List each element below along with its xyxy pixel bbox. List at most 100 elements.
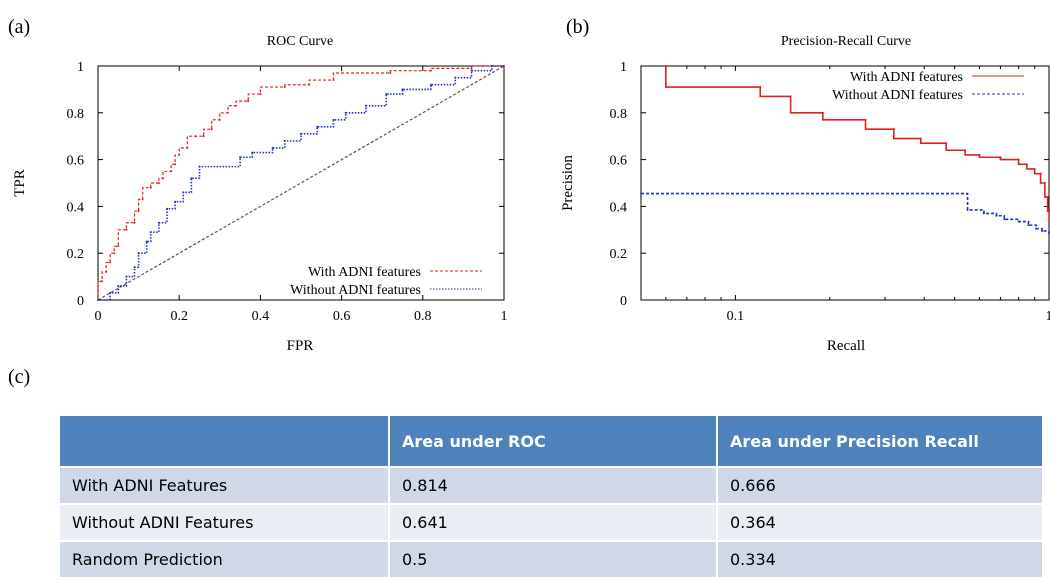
roc-series-point-1	[133, 266, 136, 269]
pr-series-point-0	[964, 149, 967, 152]
roc-series-point-1	[109, 291, 112, 294]
roc-series-point-0	[429, 69, 432, 72]
roc-series-point-1	[283, 139, 286, 142]
roc-series-point-1	[190, 177, 193, 180]
roc-series-point-0	[186, 146, 189, 149]
roc-x-tick-label: 0.6	[333, 309, 351, 324]
pr-series-point-1	[982, 212, 985, 215]
table-header-cell: Area under Precision Recall	[718, 416, 1042, 468]
roc-series-point-1	[364, 104, 367, 107]
roc-series-point-0	[101, 280, 104, 283]
roc-y-tick-label: 0.4	[67, 200, 85, 215]
roc-series-point-0	[283, 86, 286, 89]
pr-series-point-0	[789, 95, 792, 98]
pr-y-tick-label: 0.8	[610, 107, 628, 122]
pr-series-point-0	[1033, 167, 1036, 170]
pr-series-point-1	[1035, 227, 1038, 230]
pr-series-line-1	[641, 192, 1050, 234]
pr-y-tick-label: 0.2	[610, 247, 628, 262]
pr-series-point-1	[1003, 218, 1006, 221]
roc-series-point-1	[385, 93, 388, 96]
table-header-cell: Area under ROC	[390, 416, 718, 468]
roc-series-point-0	[149, 186, 152, 189]
pr-legend-label-with: With ADNI features	[850, 70, 963, 85]
roc-chart-title: ROC Curve	[267, 34, 334, 49]
table-cell: Without ADNI Features	[60, 505, 390, 542]
roc-series-point-0	[210, 128, 213, 131]
roc-legend: With ADNI features Without ADNI features	[290, 265, 482, 298]
roc-series-point-0	[218, 118, 221, 121]
roc-series-line-2	[97, 65, 505, 301]
roc-series-point-0	[259, 93, 262, 96]
table-cell: With ADNI Features	[60, 468, 390, 505]
roc-series-point-1	[166, 207, 169, 210]
precision-recall-chart: Precision-Recall Curve 0.1 1 0 0.2 0.4 0.6 0.8…	[560, 34, 1050, 354]
panel-a-label: (a)	[8, 16, 30, 38]
pr-x-axis-label: Recall	[827, 338, 865, 354]
roc-series-point-0	[332, 79, 335, 82]
roc-x-tick-label: 1	[501, 309, 508, 324]
roc-series-point-0	[105, 270, 108, 273]
roc-series-point-0	[117, 245, 120, 248]
table-header-row: Area under ROC Area under Precision Reca…	[60, 416, 1042, 468]
pr-y-axis-label: Precision	[560, 155, 576, 211]
pr-series-point-1	[640, 192, 642, 195]
roc-series-point-1	[117, 284, 120, 287]
roc-series-point-0	[125, 228, 128, 231]
roc-y-tick-label: 0.8	[67, 107, 85, 122]
pr-series-point-0	[945, 142, 948, 145]
roc-series-point-0	[133, 221, 136, 224]
roc-series-point-1	[454, 76, 457, 79]
pr-series-point-0	[1025, 163, 1028, 166]
pr-series-point-1	[995, 214, 998, 217]
pr-series-point-0	[978, 153, 981, 156]
roc-legend-label-without: Without ADNI features	[290, 283, 421, 298]
roc-series-point-1	[198, 165, 201, 168]
roc-ticks: 0 0.2 0.4 0.6 0.8 1 0 0.2 0.4 0.6 0.8 1	[67, 60, 508, 324]
roc-series-point-0	[141, 198, 144, 201]
roc-x-tick-label: 0.8	[414, 309, 432, 324]
panel-c-label: (c)	[8, 366, 31, 388]
pr-chart-title: Precision-Recall Curve	[781, 34, 911, 49]
roc-series-point-1	[239, 156, 242, 159]
roc-y-tick-label: 0.2	[67, 247, 85, 262]
roc-series-point-0	[194, 135, 197, 138]
table-cell: 0.814	[390, 468, 718, 505]
pr-series-line-0	[665, 66, 1050, 223]
pr-series-point-0	[999, 156, 1002, 159]
pr-series-point-0	[1039, 172, 1042, 175]
pr-ticks: 0.1 1 0 0.2 0.4 0.6 0.8 1	[610, 60, 1050, 324]
pr-series-point-1	[1017, 220, 1020, 223]
roc-series-point-1	[401, 88, 404, 91]
roc-series-point-0	[178, 153, 181, 156]
table-row: Without ADNI Features 0.641 0.364	[60, 505, 1042, 542]
roc-series-point-0	[308, 83, 311, 86]
results-table: Area under ROC Area under Precision Reca…	[60, 416, 1042, 579]
pr-series-point-0	[664, 65, 667, 67]
roc-plot-frame	[97, 65, 505, 301]
table-header-cell	[60, 416, 390, 468]
table-row: Random Prediction 0.5 0.334	[60, 542, 1042, 579]
pr-series-point-1	[1027, 224, 1030, 227]
pr-series-point-0	[892, 128, 895, 131]
roc-series-point-1	[182, 191, 185, 194]
roc-series-point-1	[429, 83, 432, 86]
table-row: With ADNI Features 0.814 0.666	[60, 468, 1042, 505]
roc-series-point-1	[157, 221, 160, 224]
roc-series-point-0	[113, 252, 116, 255]
roc-series-point-1	[470, 69, 473, 72]
pr-series-point-0	[919, 137, 922, 140]
roc-series-point-1	[271, 146, 274, 149]
roc-series-point-1	[332, 118, 335, 121]
pr-y-tick-label: 0	[620, 294, 627, 309]
roc-series-point-0	[470, 67, 473, 70]
roc-series-point-1	[137, 252, 140, 255]
roc-series-point-0	[235, 104, 238, 107]
roc-series-point-0	[174, 163, 177, 166]
roc-y-axis-label: TPR	[12, 169, 28, 197]
pr-series-point-0	[821, 111, 824, 114]
pr-y-tick-label: 0.4	[610, 200, 628, 215]
pr-series-point-0	[759, 86, 762, 89]
roc-series-point-1	[490, 65, 493, 67]
